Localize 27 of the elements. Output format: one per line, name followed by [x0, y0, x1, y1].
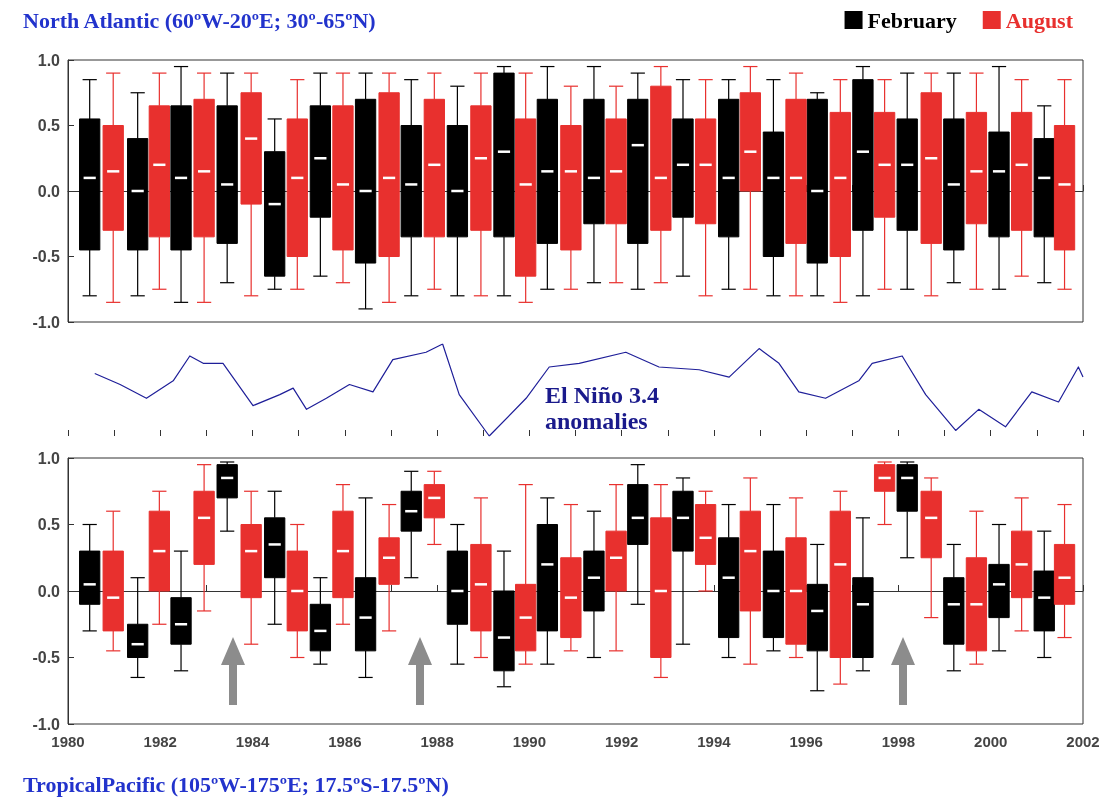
- x-tick-label: 1998: [881, 733, 916, 750]
- y-tick-label: 1.0: [37, 51, 61, 69]
- y-tick-label: -1.0: [32, 715, 61, 733]
- y-tick-label: 0.0: [37, 582, 61, 600]
- y-tick-label: 0.0: [37, 182, 61, 200]
- x-tick-label: 1984: [235, 733, 270, 750]
- x-tick-label: 2000: [974, 733, 1008, 750]
- x-tick-label: 1986: [328, 733, 362, 750]
- chart-title: North Atlantic (60ºW-20ºE; 30º-65ºN): [23, 7, 376, 33]
- legend-label: February: [867, 7, 957, 33]
- x-tick-label: 1992: [604, 733, 639, 750]
- annotation: El Niño 3.4 anomalies: [545, 382, 666, 434]
- x-tick-label: 1980: [51, 733, 85, 750]
- y-tick-label: -0.5: [32, 649, 61, 666]
- y-tick-label: -0.5: [32, 248, 61, 265]
- x-tick-label: 1988: [420, 733, 454, 750]
- x-tick-label: 1990: [512, 733, 547, 750]
- x-tick-label: 1982: [143, 733, 177, 750]
- y-tick-label: 0.5: [37, 516, 61, 533]
- text: TropicalPacific (105ºW-175ºE; 17.5ºS-17.5ºN): [23, 771, 449, 797]
- x-tick-label: 1996: [789, 733, 823, 750]
- x-tick-label: 1994: [697, 733, 732, 750]
- legend-label: August: [1005, 7, 1074, 33]
- y-tick-label: 1.0: [37, 449, 61, 467]
- y-tick-label: 0.5: [37, 117, 61, 134]
- x-tick-label: 2002: [1066, 733, 1100, 750]
- y-tick-label: -1.0: [32, 313, 61, 331]
